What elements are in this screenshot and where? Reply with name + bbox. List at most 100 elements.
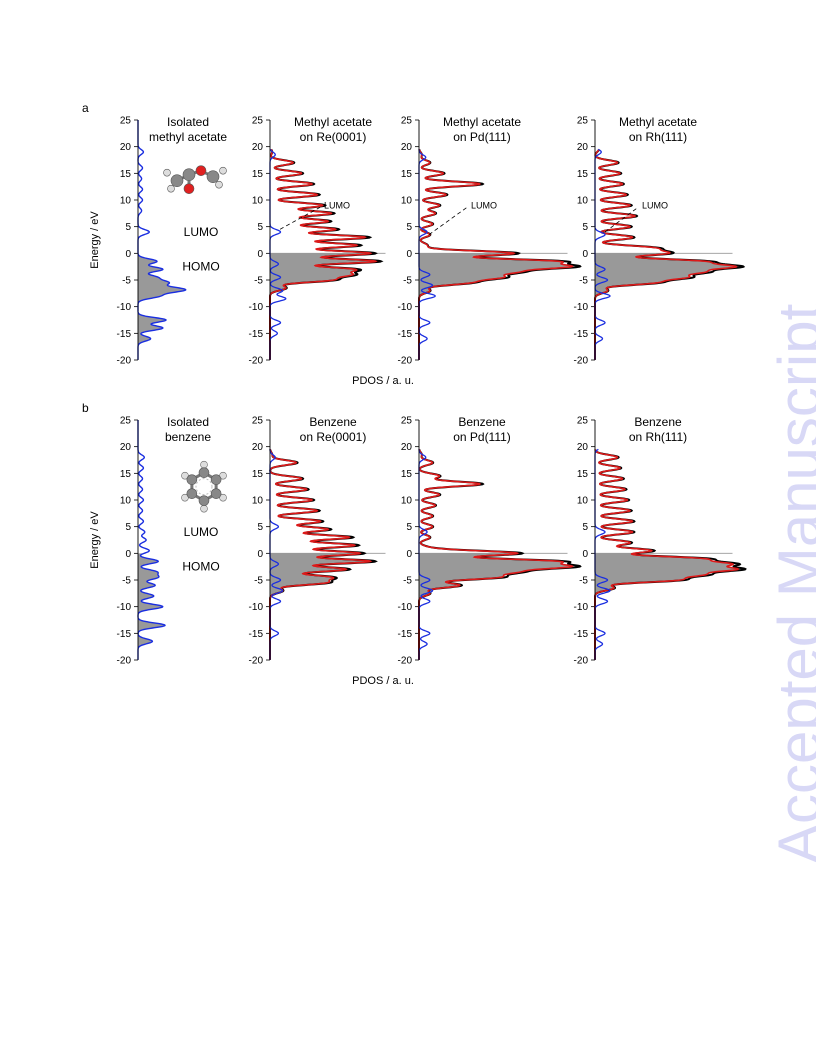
y-tick-label: 5 [582,522,588,533]
atom [170,174,184,187]
subplot-title: on Pd(111) [453,130,511,144]
watermark-text: Accepted Manuscript [766,303,816,864]
y-tick-label: -5 [579,576,588,587]
y-tick-label: 20 [252,142,264,153]
y-tick-label: 10 [401,496,413,507]
y-tick-label: 0 [406,549,412,560]
subplot-title: Isolated [167,115,209,129]
y-tick-label: 15 [577,169,589,180]
y-tick-label: -10 [117,602,132,613]
subplot-title: Methyl acetate [294,115,372,129]
y-tick-label: -15 [117,329,132,340]
y-tick-label: 10 [120,196,132,207]
y-tick-label: 20 [120,442,132,453]
subplot-title: Methyl acetate [443,115,521,129]
y-tick-label: -10 [117,302,132,313]
y-tick-label: 20 [120,142,132,153]
y-tick-label: 0 [582,549,588,560]
y-tick-label: -20 [398,356,413,367]
y-tick-label: -20 [574,356,589,367]
y-tick-label: 25 [120,116,132,127]
atom [186,474,198,485]
y-tick-label: -15 [398,629,413,640]
y-tick-label: -10 [574,602,589,613]
lumo-label: LUMO [471,200,497,210]
homo-label: HOMO [182,560,219,574]
atom [182,168,196,181]
y-tick-label: -15 [574,329,589,340]
y-tick-label: 15 [252,469,264,480]
atom [219,166,227,175]
y-tick-label: 0 [406,249,412,260]
y-tick-label: 5 [406,222,412,233]
molecule-icon [163,165,227,194]
y-tick-label: 0 [257,249,263,260]
x-axis-label: PDOS / a. u. [352,675,414,687]
atom [183,183,195,194]
atom [200,504,208,513]
y-tick-label: 15 [577,469,589,480]
y-tick-label: 5 [125,222,131,233]
y-tick-label: 25 [577,416,589,427]
atom [215,180,223,189]
y-tick-label: 5 [125,522,131,533]
subplot-title: benzene [165,430,211,444]
y-tick-label: 15 [401,469,413,480]
occupied-fill [138,253,186,360]
atom [198,495,210,506]
y-tick-label: 15 [252,169,264,180]
y-tick-label: -5 [403,276,412,287]
y-tick-label: -5 [254,276,263,287]
y-tick-label: 5 [582,222,588,233]
x-axis-label: PDOS / a. u. [352,375,414,387]
panel-label: b [82,401,89,415]
subplot-title: on Pd(111) [453,430,511,444]
occupied-fill [419,253,573,360]
y-axis-label: Energy / eV [89,511,101,569]
y-tick-label: -10 [249,602,264,613]
lumo-label: LUMO [184,225,219,239]
y-tick-label: 0 [257,549,263,560]
y-tick-label: -5 [579,276,588,287]
y-tick-label: 15 [120,469,132,480]
atom [198,467,210,478]
y-tick-label: -15 [249,329,264,340]
isolated-curve [137,420,166,660]
y-tick-label: 25 [252,116,264,127]
subplot-title: Isolated [167,415,209,429]
atom [167,184,175,193]
y-tick-label: -10 [249,302,264,313]
y-tick-label: 5 [257,222,263,233]
y-tick-label: 5 [406,522,412,533]
y-tick-label: 20 [577,442,589,453]
y-tick-label: 0 [125,549,131,560]
subplot-title: on Re(0001) [300,130,367,144]
atom [200,460,208,469]
lumo-pointer [279,206,321,230]
y-tick-label: -5 [122,576,131,587]
panel-label: a [82,101,89,115]
molecule-icon [181,460,227,513]
y-tick-label: 15 [120,169,132,180]
watermark: Accepted Manuscript [766,303,816,864]
y-tick-label: 10 [252,496,264,507]
y-tick-label: 10 [120,496,132,507]
y-tick-label: -10 [574,302,589,313]
y-tick-label: -15 [117,629,132,640]
lumo-label: LUMO [642,200,668,210]
occupied-fill [270,253,376,360]
y-tick-label: 20 [401,442,413,453]
y-tick-label: -10 [398,602,413,613]
y-tick-label: 0 [582,249,588,260]
subplot-title: Benzene [634,415,682,429]
y-tick-label: -20 [249,656,264,667]
atom [195,165,207,176]
occupied-fill [595,253,737,360]
y-tick-label: 10 [252,196,264,207]
